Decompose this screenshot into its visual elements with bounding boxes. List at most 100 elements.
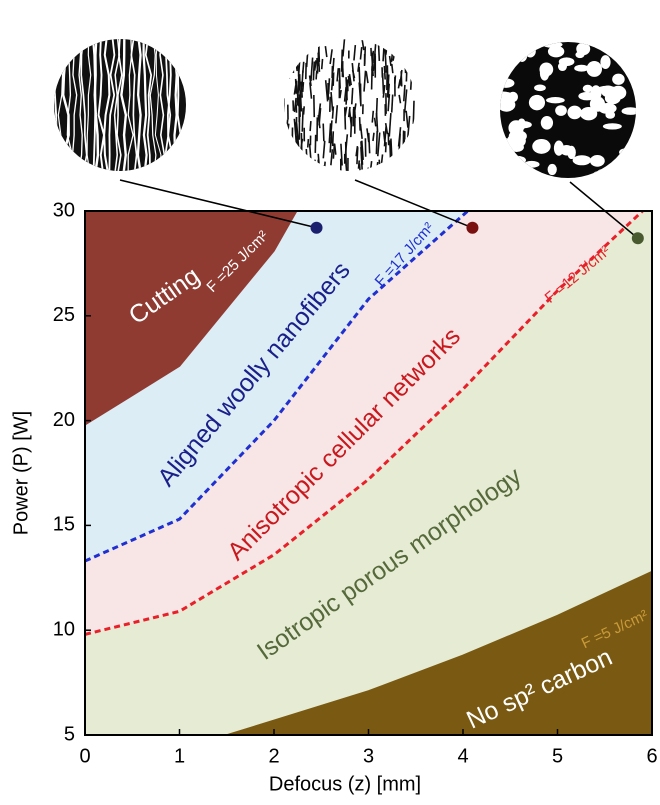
strand bbox=[314, 160, 315, 169]
x-tick-label: 6 bbox=[646, 745, 657, 767]
micrograph bbox=[280, 35, 420, 193]
strand bbox=[317, 58, 318, 74]
strand bbox=[372, 111, 373, 123]
strand bbox=[299, 94, 300, 117]
pore bbox=[525, 45, 536, 58]
y-tick-label: 20 bbox=[53, 409, 75, 431]
strand bbox=[287, 66, 289, 78]
pore bbox=[496, 45, 515, 56]
strand bbox=[383, 47, 384, 61]
strand bbox=[387, 161, 388, 170]
strand bbox=[331, 120, 332, 129]
x-tick-label: 0 bbox=[79, 745, 90, 767]
strand bbox=[322, 165, 323, 183]
pore bbox=[590, 85, 601, 100]
pore bbox=[508, 155, 520, 168]
x-tick-label: 4 bbox=[457, 745, 468, 767]
strand bbox=[308, 139, 309, 147]
strand bbox=[332, 106, 333, 118]
strand bbox=[297, 46, 298, 67]
y-axis-label: Power (P) [W] bbox=[10, 411, 32, 535]
strand bbox=[283, 150, 284, 161]
strand bbox=[376, 131, 377, 154]
strand bbox=[414, 40, 416, 55]
strand bbox=[286, 143, 287, 158]
strand bbox=[407, 166, 408, 190]
pore bbox=[593, 171, 607, 178]
pore bbox=[548, 46, 564, 58]
strand bbox=[407, 58, 408, 71]
strand bbox=[405, 166, 406, 175]
strand bbox=[384, 66, 385, 80]
strand bbox=[293, 55, 294, 73]
strand bbox=[375, 118, 376, 127]
x-tick-label: 1 bbox=[174, 745, 185, 767]
sample-point bbox=[311, 222, 323, 234]
x-tick-label: 2 bbox=[268, 745, 279, 767]
strand bbox=[302, 108, 303, 132]
strand bbox=[297, 155, 298, 167]
pore bbox=[622, 107, 640, 115]
pore bbox=[621, 170, 634, 178]
pore bbox=[529, 95, 545, 110]
pore bbox=[558, 62, 567, 71]
pore bbox=[546, 97, 565, 103]
pore bbox=[539, 63, 553, 77]
pore bbox=[605, 92, 621, 104]
strand bbox=[392, 170, 393, 191]
pore bbox=[600, 55, 610, 69]
pore bbox=[534, 85, 546, 92]
y-tick-label: 30 bbox=[53, 199, 75, 221]
pore bbox=[554, 141, 564, 156]
pore bbox=[510, 160, 524, 174]
pore bbox=[509, 143, 524, 152]
strand bbox=[392, 95, 393, 113]
strand bbox=[387, 65, 388, 89]
strand bbox=[405, 54, 406, 73]
strand bbox=[292, 156, 293, 175]
strand bbox=[320, 170, 322, 186]
strand bbox=[300, 147, 302, 166]
strand bbox=[351, 117, 352, 137]
micrographs bbox=[50, 35, 640, 193]
y-tick-label: 15 bbox=[53, 514, 75, 536]
x-tick-label: 5 bbox=[552, 745, 563, 767]
strand bbox=[316, 71, 317, 80]
strand bbox=[403, 38, 404, 55]
pore bbox=[619, 164, 630, 178]
strand bbox=[386, 163, 388, 182]
pore bbox=[612, 74, 625, 85]
strand bbox=[386, 46, 387, 55]
strand bbox=[368, 168, 370, 187]
pore bbox=[517, 119, 525, 130]
pore bbox=[532, 139, 550, 154]
strand bbox=[287, 153, 288, 176]
pore bbox=[508, 156, 526, 165]
strand bbox=[286, 62, 288, 75]
strand bbox=[359, 67, 360, 84]
pore bbox=[573, 155, 591, 165]
pore bbox=[575, 51, 584, 58]
strand bbox=[413, 101, 414, 124]
strand bbox=[360, 117, 361, 131]
pore bbox=[541, 116, 553, 130]
strand bbox=[369, 133, 370, 153]
strand bbox=[319, 41, 320, 62]
strand bbox=[401, 71, 402, 86]
fiber bbox=[189, 35, 194, 175]
strand bbox=[376, 98, 377, 118]
strand bbox=[404, 85, 405, 101]
pore bbox=[508, 92, 518, 102]
strand bbox=[299, 40, 301, 61]
pore bbox=[548, 164, 557, 175]
strand bbox=[283, 98, 284, 118]
strand bbox=[399, 134, 400, 152]
pore bbox=[555, 105, 567, 116]
y-tick-label: 5 bbox=[64, 723, 75, 745]
pore bbox=[603, 123, 622, 129]
strand bbox=[323, 124, 324, 142]
x-tick-label: 3 bbox=[363, 745, 374, 767]
strand bbox=[352, 88, 353, 104]
pore bbox=[532, 38, 542, 46]
pore bbox=[517, 48, 527, 62]
